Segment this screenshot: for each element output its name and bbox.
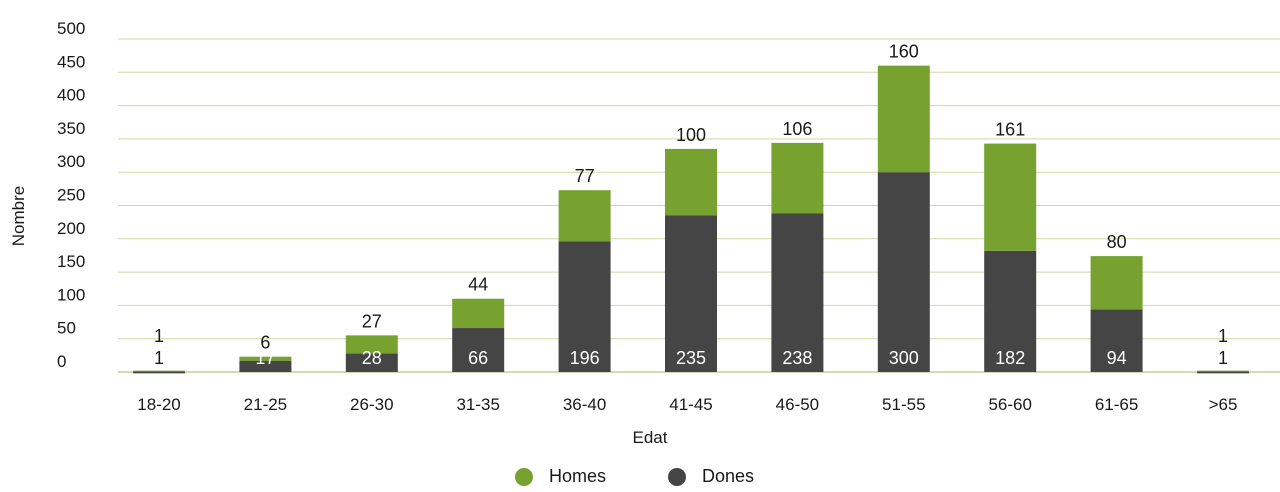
bar-homes [1197,370,1249,372]
bar-dones [1090,309,1143,372]
bar-dones [239,360,292,372]
bar-dones [877,172,930,372]
y-tick-label: 0 [57,352,66,371]
y-tick-label: 100 [57,285,85,304]
bar-dones [665,215,717,372]
x-tick-label: 18-20 [137,395,180,414]
bars: 1117628276644196772351002381063001601821… [133,42,1249,374]
data-label-homes: 160 [889,42,919,62]
data-label-dones: 28 [362,348,382,368]
legend-item-homes[interactable]: Homes [515,466,606,487]
x-tick-label: 61-65 [1095,395,1138,414]
x-axis-ticks: 18-20 21-25 26-30 31-35 36-40 41-45 46-50 51-55… [137,395,1237,414]
legend: Homes Dones [0,466,1280,490]
data-label-homes: 44 [468,275,488,295]
y-axis-ticks: 0 50 100 150 200 250 300 350 400 450 500 [57,19,85,371]
x-tick-label: 51-55 [882,395,925,414]
x-tick-label: >65 [1209,395,1238,414]
y-axis-title: Nombre [9,186,28,246]
y-tick-label: 50 [57,319,76,338]
bar-homes [877,65,930,173]
x-tick-label: 41-45 [669,395,712,414]
data-label-dones: 94 [1107,348,1127,368]
data-label-homes: 1 [154,326,164,346]
data-label-dones: 17 [255,348,275,368]
y-tick-label: 400 [57,86,85,105]
data-label-dones: 66 [468,348,488,368]
bar-homes [1090,256,1143,310]
data-label-homes: 80 [1107,232,1127,252]
legend-label-dones: Dones [702,466,755,486]
y-tick-label: 350 [57,119,85,138]
legend-item-dones[interactable]: Dones [668,466,754,487]
legend-swatch-dones [668,467,686,486]
y-tick-label: 250 [57,186,85,205]
data-label-dones: 1 [1218,348,1228,368]
data-label-dones: 1 [154,348,164,368]
bar-homes [345,335,398,354]
bar-dones [771,213,824,372]
data-label-dones: 238 [782,348,812,368]
legend-label-homes: Homes [549,466,607,486]
y-tick-label: 300 [57,152,85,171]
bar-homes [239,356,292,361]
bar-dones [1197,371,1249,374]
bar-dones [984,250,1037,372]
data-label-homes: 77 [575,166,595,186]
x-tick-label: 56-60 [988,395,1031,414]
bar-homes [558,190,611,242]
bar-homes [665,148,717,216]
x-tick-label: 36-40 [563,395,606,414]
data-label-dones: 196 [570,348,600,368]
bar-homes [452,298,505,329]
y-tick-label: 200 [57,219,85,238]
data-label-homes: 27 [362,311,382,331]
y-tick-label: 150 [57,252,85,271]
data-label-dones: 182 [995,348,1025,368]
data-label-homes: 1 [1218,326,1228,346]
bar-dones [133,371,185,374]
x-axis-title: Edat [633,428,668,447]
bar-dones [345,353,398,372]
bar-homes [984,143,1037,251]
data-label-homes: 100 [676,125,706,145]
bar-homes [771,142,824,214]
bar-dones [452,328,505,372]
data-label-homes: 161 [995,120,1025,140]
bar-homes [133,370,185,372]
y-tick-label: 450 [57,52,85,71]
bar-dones [558,241,611,372]
data-label-homes: 106 [782,119,812,139]
data-label-dones: 300 [889,348,919,368]
data-label-homes: 6 [260,333,270,353]
legend-swatch-homes [515,467,533,486]
y-tick-label: 500 [57,19,85,38]
x-tick-label: 21-25 [244,395,287,414]
x-tick-label: 46-50 [776,395,819,414]
x-tick-label: 31-35 [456,395,499,414]
data-label-dones: 235 [676,348,706,368]
x-tick-label: 26-30 [350,395,393,414]
